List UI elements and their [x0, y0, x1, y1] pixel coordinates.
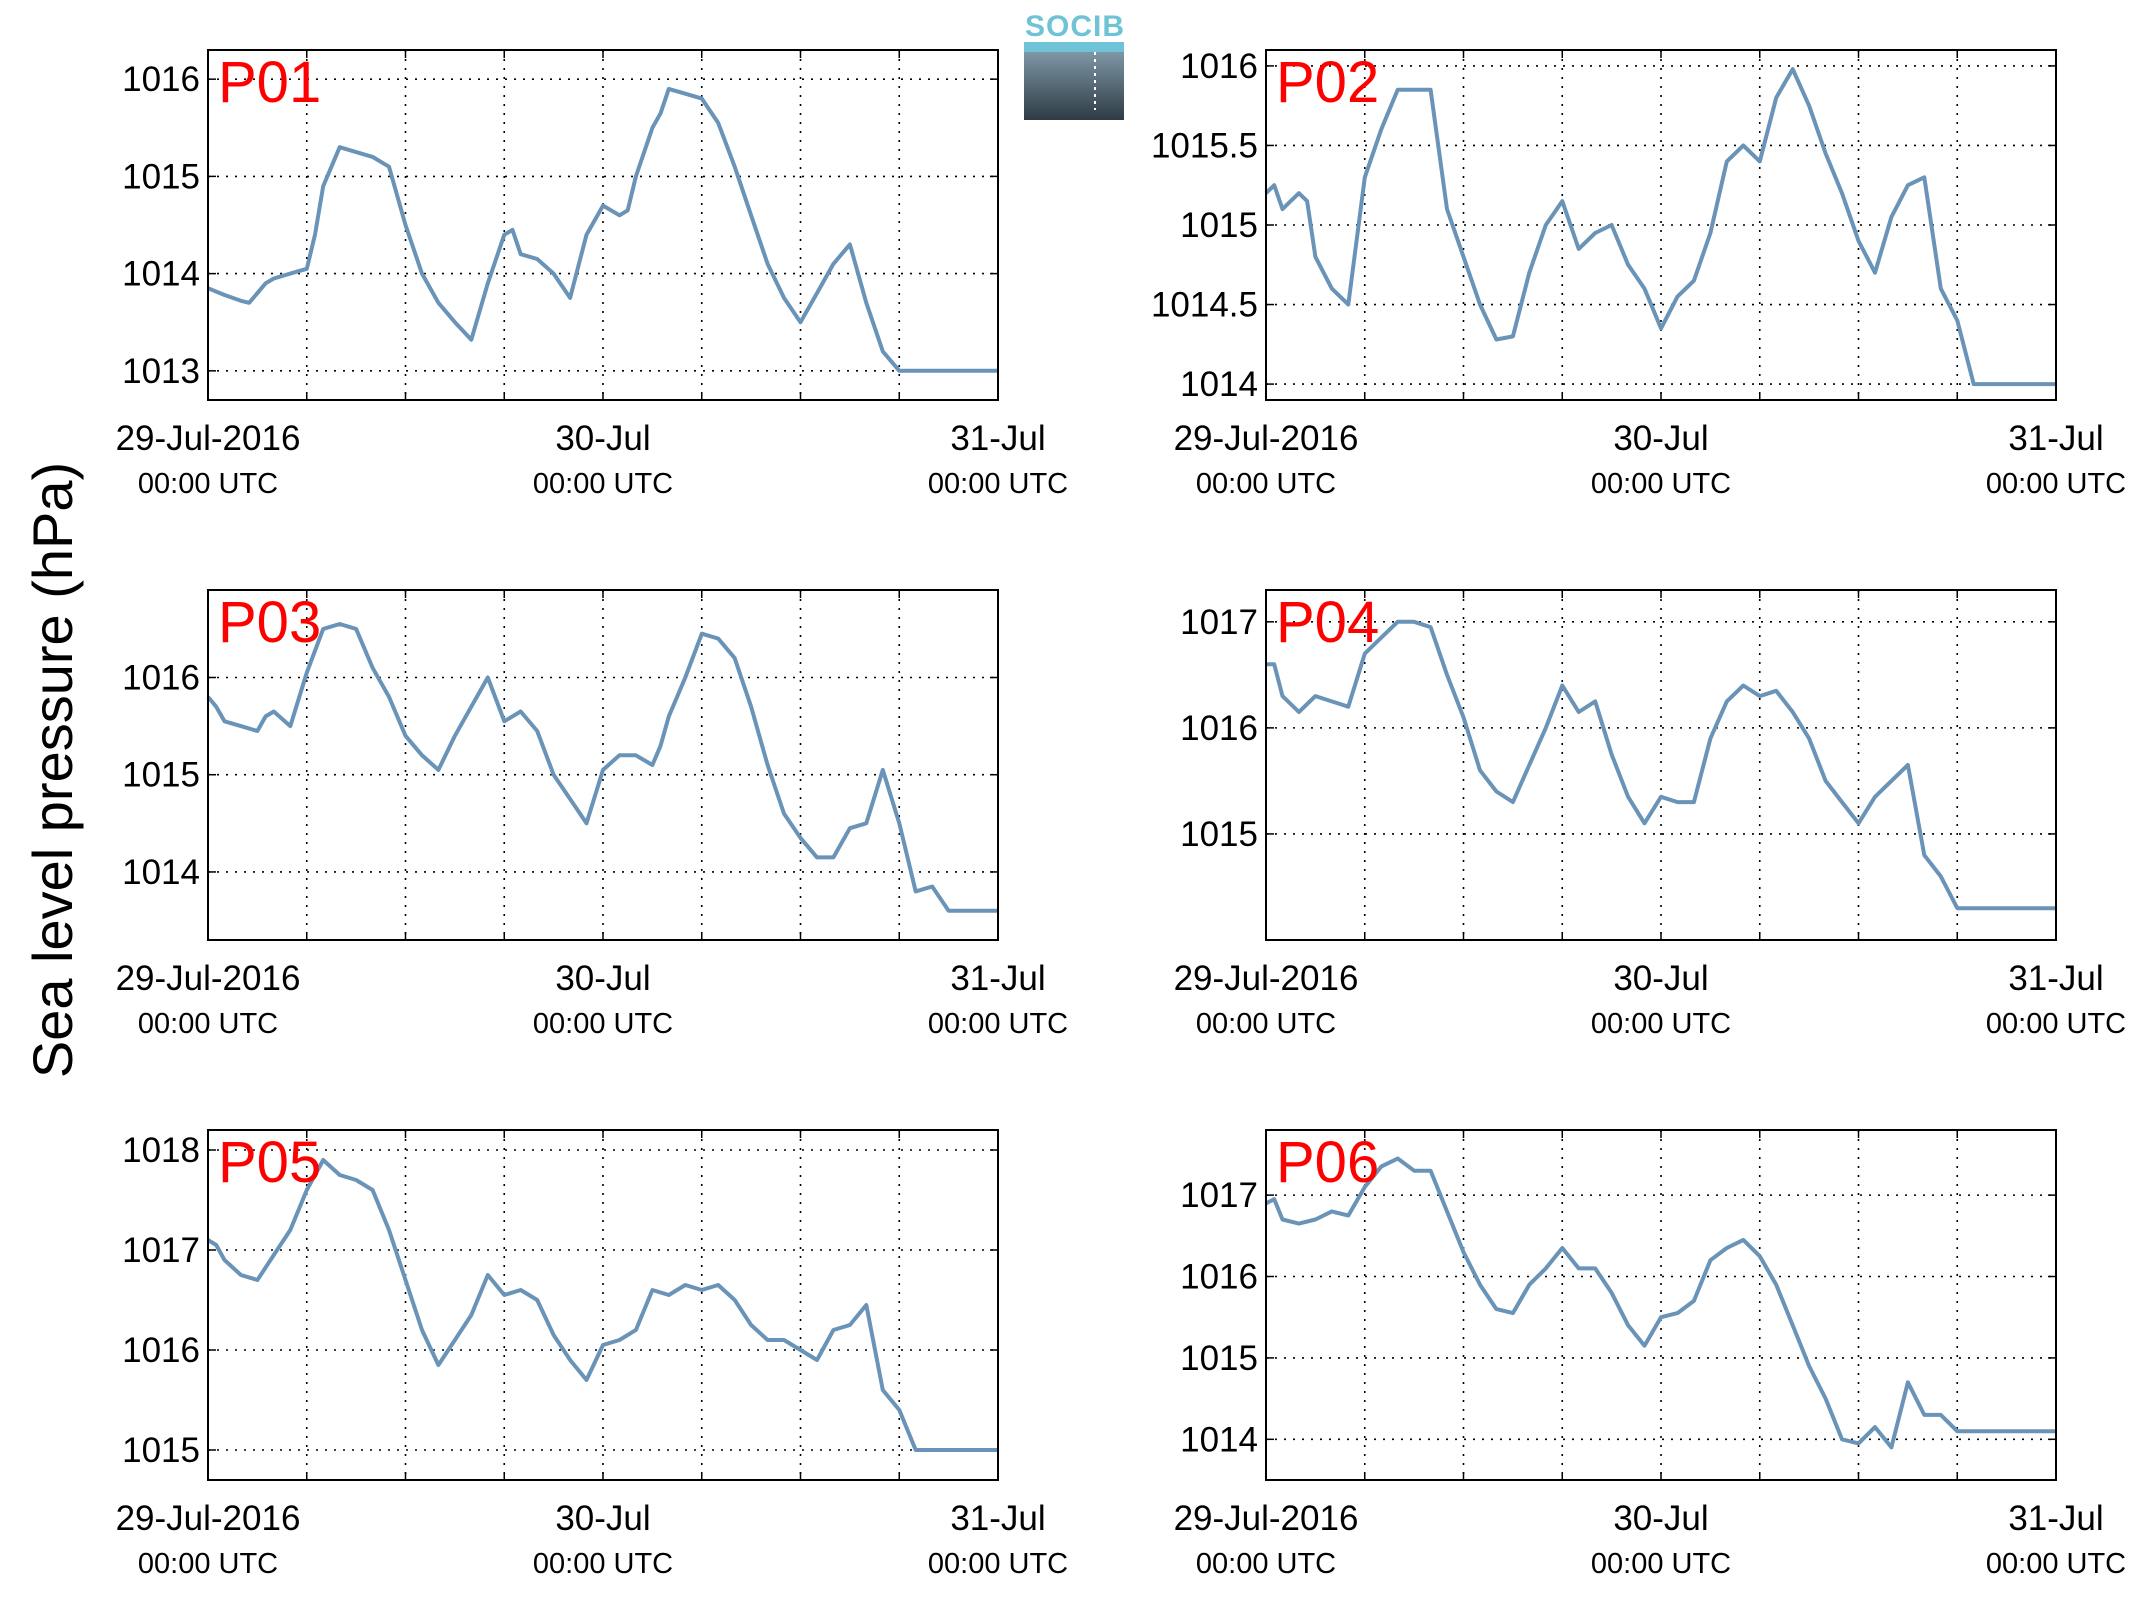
x-tick-sublabel: 00:00 UTC — [533, 1008, 673, 1040]
series-line-p01 — [207, 86, 998, 373]
y-tick-label: 1014 — [122, 853, 200, 892]
plot-area — [208, 50, 998, 400]
panel-p01: 1013 1014 1015 1016 29-Jul-2016 00:00 UTC 30-J… — [116, 49, 1068, 500]
x-tick-label: 30-Jul — [1613, 1499, 1708, 1538]
x-tick-sublabel: 00:00 UTC — [1986, 1548, 2126, 1580]
y-tick-label: 1015 — [1180, 1339, 1258, 1378]
series-line-p02 — [1264, 67, 2056, 387]
x-tick-sublabel: 00:00 UTC — [1196, 468, 1336, 500]
plot-area — [1266, 1130, 2056, 1480]
x-tick-label: 30-Jul — [555, 419, 650, 458]
x-tick-label: 30-Jul — [555, 1499, 650, 1538]
x-tick-label: 31-Jul — [2008, 959, 2103, 998]
y-tick-label: 1017 — [122, 1231, 200, 1270]
x-tick-sublabel: 00:00 UTC — [1591, 1008, 1731, 1040]
x-tick-label: 29-Jul-2016 — [116, 959, 301, 998]
x-tick-sublabel: 00:00 UTC — [533, 1548, 673, 1580]
series-line-p04 — [1266, 619, 2056, 911]
x-tick-label: 29-Jul-2016 — [1174, 1499, 1359, 1538]
panel-label: P05 — [218, 1130, 321, 1195]
y-tick-label: 1018 — [122, 1131, 200, 1170]
logo-text: SOCIB — [1025, 10, 1125, 43]
y-tick-label: 1017 — [1180, 603, 1258, 642]
y-tick-label: 1016 — [122, 60, 200, 99]
x-tick-sublabel: 00:00 UTC — [138, 468, 278, 500]
panel-label: P03 — [218, 590, 321, 655]
x-tick-label: 31-Jul — [950, 959, 1045, 998]
plot-area — [1266, 590, 2056, 940]
panel-p03: 1014 1015 1016 29-Jul-2016 00:00 UTC 30-Jul 00… — [116, 589, 1068, 1040]
y-tick-label: 1015.5 — [1151, 126, 1258, 165]
panel-label: P02 — [1276, 50, 1379, 115]
panel-p06: 1014 1015 1016 1017 29-Jul-2016 00:00 UTC 30-J… — [1174, 1129, 2126, 1580]
x-tick-label: 31-Jul — [950, 1499, 1045, 1538]
y-tick-label: 1014.5 — [1151, 286, 1258, 325]
y-tick-label: 1017 — [1180, 1176, 1258, 1215]
panel-label: P04 — [1276, 590, 1379, 655]
y-tick-label: 1016 — [122, 1331, 200, 1370]
y-tick-label: 1015 — [122, 1431, 200, 1470]
x-tick-label: 29-Jul-2016 — [116, 419, 301, 458]
panel-p05: 1015 1016 1017 1018 29-Jul-2016 00:00 UTC 30-J… — [116, 1129, 1068, 1580]
axes-frame — [1265, 1129, 2057, 1481]
x-tick-sublabel: 00:00 UTC — [1196, 1008, 1336, 1040]
x-tick-label: 29-Jul-2016 — [1174, 419, 1359, 458]
x-tick-sublabel: 00:00 UTC — [1591, 1548, 1731, 1580]
x-tick-sublabel: 00:00 UTC — [1591, 468, 1731, 500]
socib-logo: SOCIB — [1024, 10, 1125, 120]
axes-frame — [207, 1129, 999, 1481]
y-tick-label: 1014 — [1180, 365, 1258, 404]
y-tick-label: 1016 — [1180, 47, 1258, 86]
x-tick-label: 29-Jul-2016 — [1174, 959, 1359, 998]
plot-area — [208, 590, 998, 940]
x-tick-label: 29-Jul-2016 — [116, 1499, 301, 1538]
y-tick-label: 1015 — [122, 157, 200, 196]
x-tick-label: 30-Jul — [555, 959, 650, 998]
axes-frame — [1265, 49, 2057, 401]
x-tick-sublabel: 00:00 UTC — [533, 468, 673, 500]
axes-frame — [207, 49, 999, 401]
y-tick-label: 1015 — [1180, 815, 1258, 854]
y-tick-label: 1016 — [1180, 1258, 1258, 1297]
panel-p02: 1014 1014.5 1015 1015.5 1016 29-Jul-2016 00:00… — [1151, 47, 2126, 500]
x-tick-sublabel: 00:00 UTC — [928, 468, 1068, 500]
series-line-p03 — [206, 622, 998, 913]
y-tick-label: 1015 — [122, 756, 200, 795]
y-tick-label: 1016 — [122, 659, 200, 698]
y-axis-title: Sea level pressure (hPa) — [21, 462, 84, 1078]
x-tick-sublabel: 00:00 UTC — [928, 1548, 1068, 1580]
x-tick-label: 31-Jul — [950, 419, 1045, 458]
panel-label: P06 — [1276, 1130, 1379, 1195]
x-tick-sublabel: 00:00 UTC — [1986, 1008, 2126, 1040]
x-tick-label: 30-Jul — [1613, 419, 1708, 458]
panel-p04: 1015 1016 1017 29-Jul-2016 00:00 UTC 30-Jul 00… — [1174, 589, 2126, 1040]
y-tick-label: 1013 — [122, 352, 200, 391]
x-tick-sublabel: 00:00 UTC — [138, 1008, 278, 1040]
y-tick-label: 1014 — [122, 255, 200, 294]
y-tick-label: 1014 — [1180, 1420, 1258, 1459]
x-tick-label: 31-Jul — [2008, 419, 2103, 458]
axes-frame — [1265, 589, 2057, 941]
x-tick-label: 30-Jul — [1613, 959, 1708, 998]
axes-frame — [207, 589, 999, 941]
series-line-p06 — [1265, 1156, 2056, 1450]
y-tick-label: 1016 — [1180, 709, 1258, 748]
x-tick-sublabel: 00:00 UTC — [928, 1008, 1068, 1040]
panel-label: P01 — [218, 50, 321, 115]
x-tick-label: 31-Jul — [2008, 1499, 2103, 1538]
x-tick-sublabel: 00:00 UTC — [138, 1548, 278, 1580]
x-tick-sublabel: 00:00 UTC — [1986, 468, 2126, 500]
series-line-p05 — [206, 1158, 998, 1452]
y-tick-label: 1015 — [1180, 206, 1258, 245]
x-tick-sublabel: 00:00 UTC — [1196, 1548, 1336, 1580]
